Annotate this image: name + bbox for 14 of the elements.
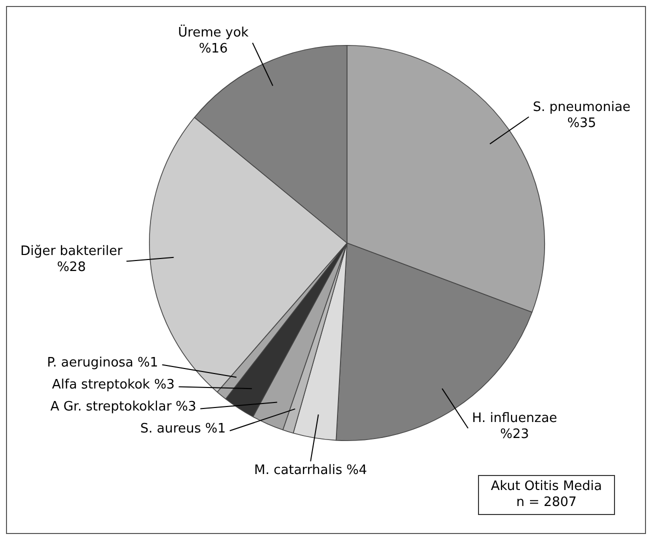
data-label: %23 (500, 427, 530, 442)
slice-label: P. aeruginosa %1 (46, 356, 158, 371)
slice-label: S. aureus %1 (140, 422, 226, 437)
slice-label: H. influenzae (472, 411, 558, 426)
data-label: %16 (198, 42, 228, 57)
slice-label: A Gr. streptokoklar %3 (50, 400, 196, 415)
data-label: %28 (56, 260, 86, 276)
slice-label: M. catarrhalis %4 (254, 463, 368, 478)
note-box: Akut Otitis Media n = 2807 (478, 475, 615, 515)
slice-label: Üreme yok (178, 24, 250, 41)
slice-label: Alfa streptokok %3 (52, 378, 175, 393)
slice-label: S. pneumoniae (532, 100, 631, 115)
slice-label: Diğer bakteriler (20, 244, 124, 260)
data-label: %35 (567, 116, 596, 131)
